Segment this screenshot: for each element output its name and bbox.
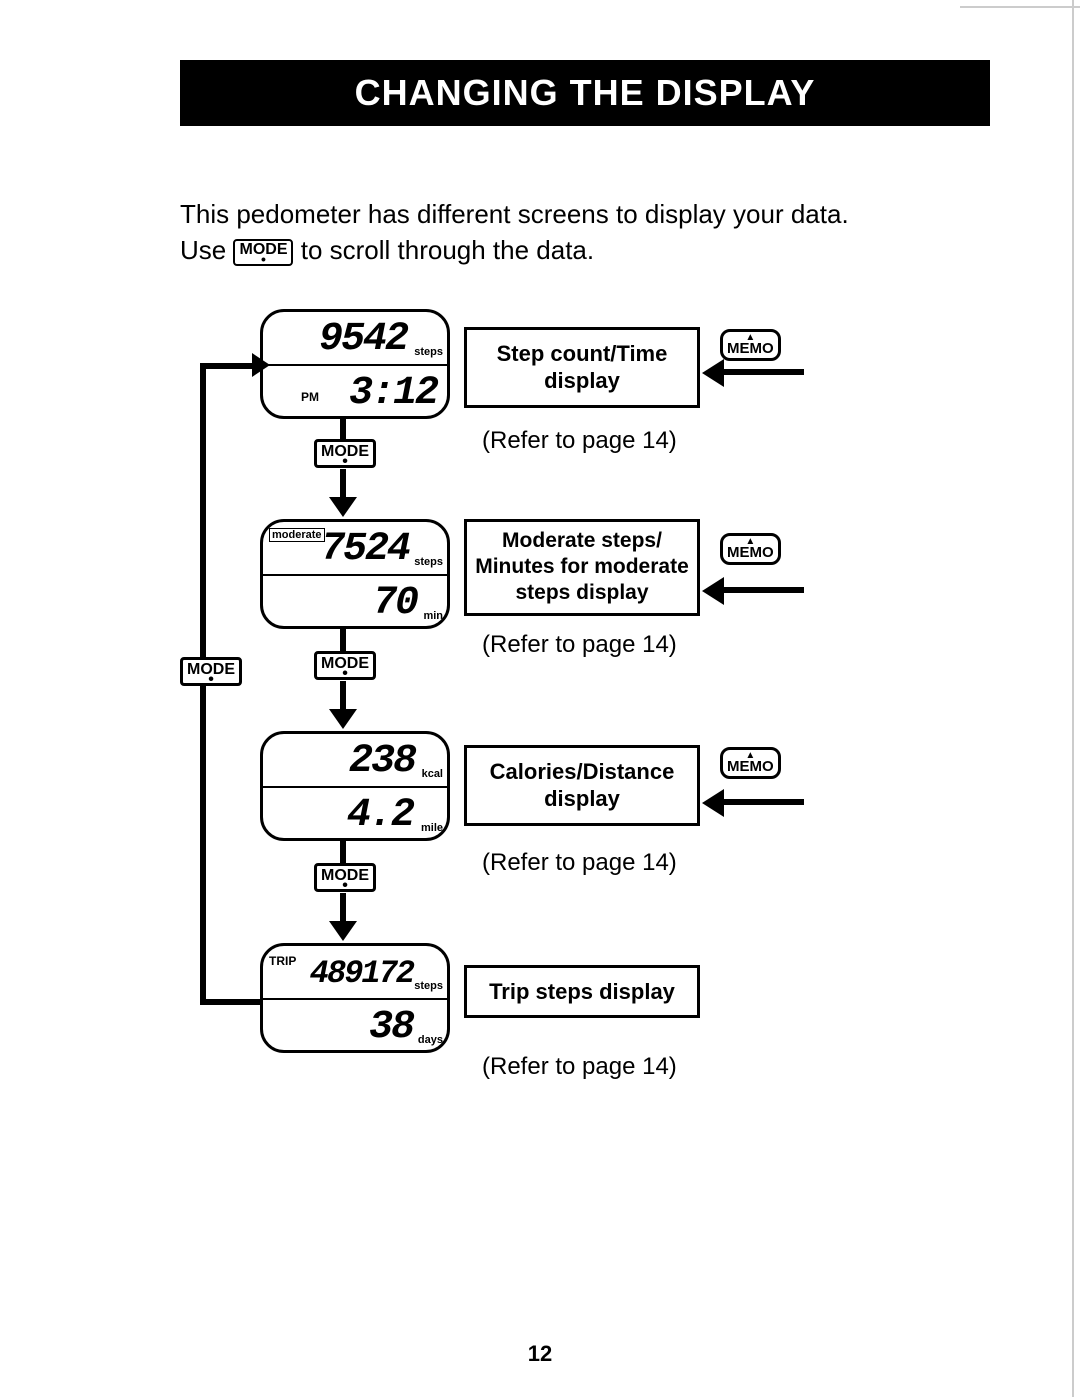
lcd-trip: TRIP 489172 steps 38 days [260, 943, 450, 1053]
intro-text: This pedometer has different screens to … [180, 196, 990, 269]
lcd-top: moderate 7524 steps [263, 522, 447, 576]
mode-button-loop: MODE• [180, 657, 242, 686]
lcd-top: TRIP 489172 steps [263, 946, 447, 1000]
lcd-tag: moderate [269, 528, 325, 542]
lcd-trip-tag: TRIP [269, 954, 296, 968]
loop-h-top [200, 363, 260, 369]
intro-line-1: This pedometer has different screens to … [180, 196, 990, 232]
mode-button-3: MODE• [314, 863, 376, 892]
lcd-unit: steps [414, 556, 443, 568]
lcd-value: 238 [349, 739, 415, 784]
mode-button-inline: MODE• [233, 239, 293, 266]
memo-button-3: ▲MEMO [720, 747, 781, 779]
connector-1b [340, 469, 346, 499]
lcd-unit-2: days [418, 1034, 443, 1046]
lcd-moderate: moderate 7524 steps 70 min [260, 519, 450, 629]
page-number: 12 [0, 1341, 1080, 1367]
arrow-down-1 [329, 497, 357, 517]
memo-arrow-head-1 [702, 359, 724, 387]
memo-arrow-line-1 [724, 369, 804, 375]
memo-button-2: ▲MEMO [720, 533, 781, 565]
display-flow-diagram: 9542 steps PM 3:12 Step count/Time displ… [180, 309, 990, 1209]
intro-rest: to scroll through the data. [301, 235, 594, 265]
refer-moderate: (Refer to page 14) [482, 631, 677, 659]
lcd-calories: 238 kcal 4.2 mile [260, 731, 450, 841]
loop-h-bottom [200, 999, 260, 1005]
lcd-unit: steps [414, 346, 443, 358]
memo-arrow-head-3 [702, 789, 724, 817]
lcd-value: 7524 [321, 527, 409, 572]
memo-button-1: ▲MEMO [720, 329, 781, 361]
loop-arrow-head [252, 353, 270, 377]
intro-line-2: Use MODE• to scroll through the data. [180, 232, 990, 268]
lcd-unit-2: min [423, 610, 443, 622]
lcd-bottom: 38 days [263, 1000, 447, 1052]
refer-trip: (Refer to page 14) [482, 1053, 677, 1081]
lcd-step-time: 9542 steps PM 3:12 [260, 309, 450, 419]
lcd-value-2: 70 [373, 581, 417, 626]
lcd-value: 9542 [319, 317, 407, 362]
label-calories: Calories/Distance display [464, 745, 700, 826]
label-step-time: Step count/Time display [464, 327, 700, 408]
intro-use-word: Use [180, 235, 226, 265]
mode-button-2: MODE• [314, 651, 376, 680]
lcd-bottom: PM 3:12 [263, 366, 447, 418]
lcd-unit-2: mile [421, 822, 443, 834]
label-moderate: Moderate steps/ Minutes for moderate ste… [464, 519, 700, 616]
lcd-top: 238 kcal [263, 734, 447, 788]
memo-arrow-line-2 [724, 587, 804, 593]
lcd-bottom: 70 min [263, 576, 447, 628]
memo-arrow-line-3 [724, 799, 804, 805]
label-trip: Trip steps display [464, 965, 700, 1019]
lcd-unit: kcal [422, 768, 443, 780]
lcd-bottom: 4.2 mile [263, 788, 447, 840]
lcd-prefix: PM [301, 390, 319, 404]
connector-3b [340, 893, 346, 923]
lcd-value: 489172 [310, 955, 413, 992]
memo-arrow-head-2 [702, 577, 724, 605]
lcd-value-2: 3:12 [349, 371, 437, 416]
arrow-down-3 [329, 921, 357, 941]
lcd-unit: steps [414, 980, 443, 992]
mode-button-1: MODE• [314, 439, 376, 468]
lcd-top: 9542 steps [263, 312, 447, 366]
arrow-down-2 [329, 709, 357, 729]
refer-step-time: (Refer to page 14) [482, 427, 677, 455]
lcd-value-2: 38 [369, 1005, 413, 1050]
section-title: CHANGING THE DISPLAY [180, 60, 990, 126]
refer-calories: (Refer to page 14) [482, 849, 677, 877]
connector-2b [340, 681, 346, 711]
lcd-value-2: 4.2 [347, 793, 413, 838]
